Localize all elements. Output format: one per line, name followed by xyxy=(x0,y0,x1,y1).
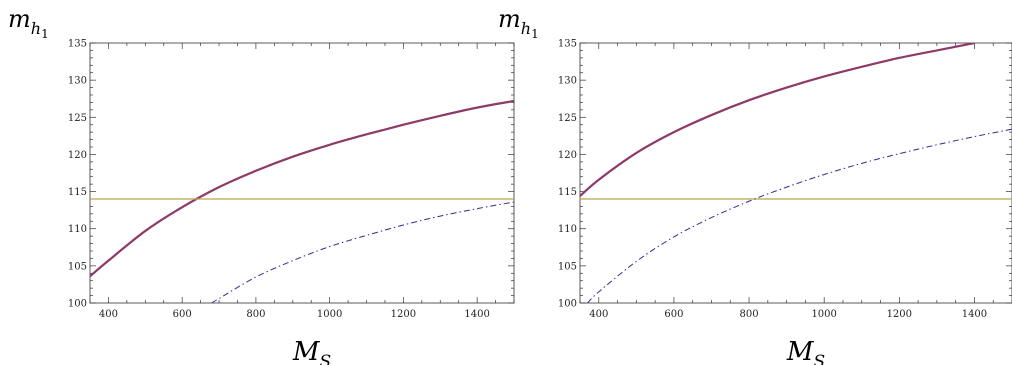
y-tick-label: 135 xyxy=(558,39,577,50)
x-tick-label: 600 xyxy=(173,309,192,320)
x-tick-label: 1200 xyxy=(391,309,416,320)
y-tick-label: 105 xyxy=(558,261,577,272)
y-tick-label: 115 xyxy=(558,187,577,198)
x-axis-title: MS xyxy=(292,337,331,365)
x-tick-label: 400 xyxy=(99,309,118,320)
x-tick-label: 1000 xyxy=(317,309,342,320)
y-tick-label: 105 xyxy=(68,261,87,272)
y-tick-label: 120 xyxy=(68,150,87,161)
y-axis-title: mh1 xyxy=(498,5,539,41)
y-axis-title: mh1 xyxy=(8,5,49,41)
x-tick-label: 1400 xyxy=(464,309,489,320)
x-tick-label: 400 xyxy=(589,309,608,320)
series-line-3 xyxy=(211,201,514,303)
x-tick-label: 1000 xyxy=(811,309,836,320)
x-tick-label: 1200 xyxy=(887,309,912,320)
chart-panel-1: 400 600 800 1000 1200 1400 100 105 110 115 120 125 1… xyxy=(8,5,515,365)
y-tick-label: 120 xyxy=(558,150,577,161)
plot-frame xyxy=(579,42,1012,304)
y-tick-label: 130 xyxy=(558,76,577,87)
y-tick-label: 110 xyxy=(558,224,577,235)
plot-frame xyxy=(89,42,515,304)
x-axis-title: MS xyxy=(786,337,825,365)
y-tick-label: 125 xyxy=(558,113,577,124)
y-tick-label: 115 xyxy=(68,187,87,198)
y-tick-label: 135 xyxy=(68,39,87,50)
x-tick-label: 1400 xyxy=(962,309,987,320)
y-tick-label: 110 xyxy=(68,224,87,235)
x-tick-label: 600 xyxy=(664,309,683,320)
y-tick-label: 125 xyxy=(68,113,87,124)
series-line-3 xyxy=(587,128,1012,303)
x-tick-label: 800 xyxy=(246,309,265,320)
x-tick-label: 800 xyxy=(739,309,758,320)
chart-panel-2: 400 600 800 1000 1200 1400 100 105 110 115 120 125 1… xyxy=(498,5,1012,365)
series-line-1 xyxy=(90,99,514,278)
series-line-1 xyxy=(580,43,975,197)
y-tick-label: 130 xyxy=(68,76,87,87)
y-tick-label: 100 xyxy=(558,299,577,310)
y-tick-label: 100 xyxy=(68,299,87,310)
